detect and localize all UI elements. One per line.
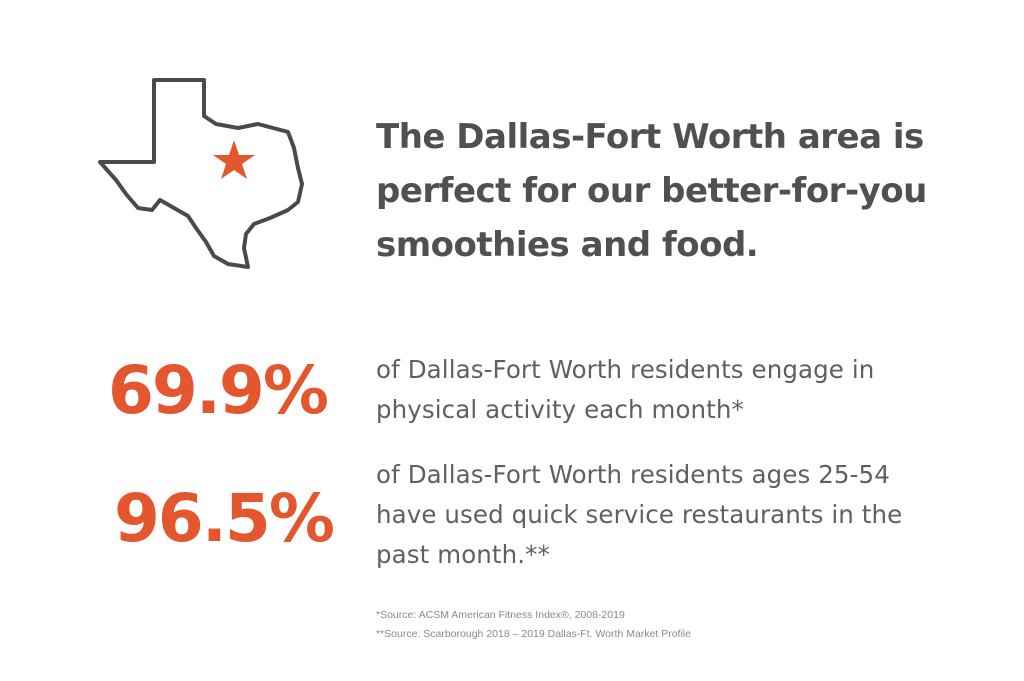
headline: The Dallas-Fort Worth area is perfect fo… <box>376 117 927 265</box>
star-icon <box>213 140 255 179</box>
stat-description-physical-activity: of Dallas-Fort Worth residents engage in… <box>376 355 875 424</box>
stat-value-physical-activity: 69.9% <box>108 352 329 429</box>
texas-outline <box>98 78 304 269</box>
stat-value-quick-service: 96.5% <box>114 480 335 557</box>
stat-description-quick-service: of Dallas-Fort Worth residents ages 25-5… <box>376 460 903 569</box>
texas-map-icon <box>98 78 304 269</box>
source-market-profile: **Source: Scarborough 2018 – 2019 Dallas… <box>376 628 691 640</box>
sources: *Source: ACSM American Fitness Index®, 2… <box>376 606 691 644</box>
source-fitness-index: *Source: ACSM American Fitness Index®, 2… <box>376 609 625 621</box>
